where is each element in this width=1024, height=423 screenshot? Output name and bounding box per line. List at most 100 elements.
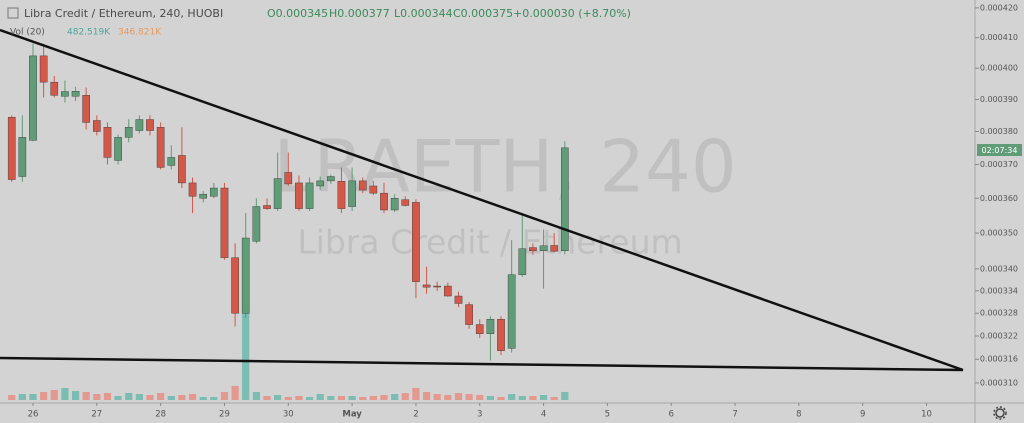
- volume-value: 482.519K: [67, 28, 111, 38]
- volume-bar: [497, 397, 505, 400]
- y-tick-label: 0.000400: [980, 64, 1018, 73]
- y-tick-label: 0.000316: [980, 355, 1018, 364]
- volume-bar: [348, 396, 356, 400]
- volume-bar: [412, 388, 420, 400]
- x-tick-label: 6: [668, 410, 673, 420]
- candle-body: [433, 285, 441, 288]
- y-tick-label: 0.000360: [980, 194, 1018, 203]
- candle-body: [29, 55, 37, 141]
- volume-bar: [61, 388, 69, 400]
- ohlc-high: H0.000377: [329, 7, 390, 20]
- ohlc-low: L0.000344: [394, 7, 453, 20]
- volume-bar: [369, 396, 377, 400]
- collapse-icon[interactable]: [7, 7, 19, 19]
- volume-bar: [103, 393, 112, 400]
- candle-body: [412, 202, 420, 282]
- candle-body: [284, 172, 293, 185]
- x-tick-label: 8: [796, 410, 801, 420]
- candle-body: [295, 182, 303, 209]
- x-tick-label: 29: [219, 410, 230, 420]
- volume-bar: [295, 396, 303, 400]
- volume-bar: [391, 394, 399, 400]
- candle-body: [518, 248, 527, 275]
- volume-bar: [82, 392, 90, 400]
- candle-body: [486, 319, 495, 334]
- settings-icon[interactable]: [993, 406, 1007, 420]
- candle-body: [475, 324, 484, 334]
- volume-bar: [199, 397, 207, 400]
- candle-body: [444, 285, 452, 297]
- y-tick-label: 0.000390: [980, 95, 1018, 104]
- candle-body: [18, 137, 27, 177]
- gear-teeth[interactable]: [993, 406, 1007, 420]
- candle-body: [263, 205, 271, 209]
- trend-line: [0, 28, 964, 372]
- candle-body: [124, 127, 133, 138]
- x-tick-label: 2: [413, 410, 418, 420]
- y-tick-label: 0.000410: [980, 33, 1018, 42]
- candle-body: [529, 247, 537, 252]
- candle-body: [167, 157, 176, 166]
- volume-bar: [476, 395, 484, 400]
- candle-body: [422, 284, 431, 288]
- candle-body: [401, 199, 410, 206]
- volume-bar: [444, 395, 452, 400]
- candle-body: [390, 198, 399, 211]
- volume-bar: [284, 397, 292, 400]
- candle-body: [561, 147, 569, 252]
- candle-body: [507, 274, 516, 349]
- volume-bar: [40, 392, 48, 400]
- volume-bar: [157, 393, 165, 400]
- candle-body: [241, 237, 250, 314]
- volume-bar: [29, 394, 37, 400]
- countdown: 02:07:34: [982, 146, 1018, 155]
- candle-body: [103, 127, 112, 158]
- candle-body: [273, 178, 282, 209]
- x-tick-label: 5: [605, 410, 610, 420]
- volume-bar: [550, 397, 558, 400]
- volume-bar: [146, 395, 154, 400]
- volume-bar: [50, 390, 58, 400]
- y-tick-label: 0.000420: [980, 3, 1018, 12]
- x-tick-label: 9: [860, 410, 865, 420]
- volume-bar: [220, 392, 229, 400]
- volume-bar: [337, 396, 346, 400]
- volume-bar: [422, 392, 431, 400]
- candle-body: [337, 181, 346, 209]
- candle-body: [454, 295, 463, 304]
- gear[interactable]: [995, 408, 1005, 418]
- candle-body: [156, 127, 165, 168]
- candle-body: [358, 180, 367, 191]
- volume-bar: [93, 394, 101, 400]
- volume-bar: [252, 392, 260, 400]
- volume-bar: [188, 394, 197, 400]
- volume-bar: [305, 397, 314, 400]
- x-tick-label: 28: [155, 410, 166, 420]
- y-tick-label: 0.000340: [980, 264, 1018, 273]
- volume-bar: [454, 393, 463, 400]
- volume-bar: [539, 395, 548, 400]
- candle-body: [39, 55, 48, 83]
- volume-bar: [327, 396, 335, 400]
- y-tick-label: 0.000350: [980, 229, 1018, 238]
- volume-bar: [231, 386, 239, 400]
- candle-body: [231, 257, 239, 314]
- candle-body: [199, 193, 208, 199]
- volume-bar: [359, 397, 367, 400]
- y-tick-label: 0.000370: [980, 160, 1018, 169]
- candle-body: [465, 304, 473, 325]
- x-tick-label: 30: [283, 410, 294, 420]
- volume-ma: 346.821K: [118, 28, 162, 38]
- candle-body: [50, 81, 59, 96]
- x-tick-label: 7: [732, 410, 737, 420]
- volume-bar: [242, 303, 250, 400]
- volume-bar: [486, 396, 495, 400]
- x-tick-label: 3: [477, 410, 482, 420]
- trend-line: [0, 356, 964, 372]
- volume-bar: [508, 394, 516, 400]
- candle-body: [61, 91, 69, 97]
- x-tick-label: 10: [921, 410, 932, 420]
- candle-body: [82, 95, 90, 123]
- candle-body: [497, 319, 505, 351]
